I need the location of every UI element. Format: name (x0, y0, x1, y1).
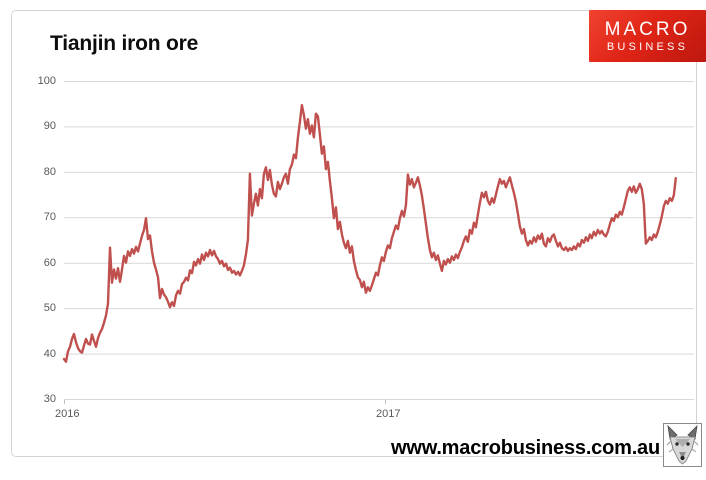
y-axis-tick-label: 30 (43, 393, 56, 405)
y-axis-tick-label: 40 (43, 347, 56, 360)
logo-word-macro: MACRO (604, 18, 691, 40)
y-axis-tick-label: 60 (43, 256, 56, 269)
x-axis-tick-label: 2016 (55, 408, 80, 420)
macrobusiness-logo: MACRO BUSINESS (589, 10, 706, 62)
y-axis-tick-label: 70 (43, 211, 56, 224)
x-axis-tick-label: 2017 (376, 408, 401, 420)
logo-word-business: BUSINESS (606, 40, 689, 53)
y-axis-tick-label: 90 (43, 120, 56, 133)
chart-title: Tianjin iron ore (50, 32, 199, 55)
wolf-logo (663, 423, 702, 467)
price-line-chart (62, 81, 694, 404)
y-axis-tick-label: 80 (43, 165, 56, 178)
chart-card: Tianjin iron ore 100 90 80 70 60 50 40 30 2016 20… (11, 10, 697, 457)
footer-url: www.macrobusiness.com.au (391, 437, 660, 459)
y-axis-tick-label: 50 (43, 302, 56, 315)
wolf-icon (666, 425, 699, 465)
price-series-line (62, 103, 677, 363)
y-axis-tick-label: 100 (37, 75, 56, 87)
